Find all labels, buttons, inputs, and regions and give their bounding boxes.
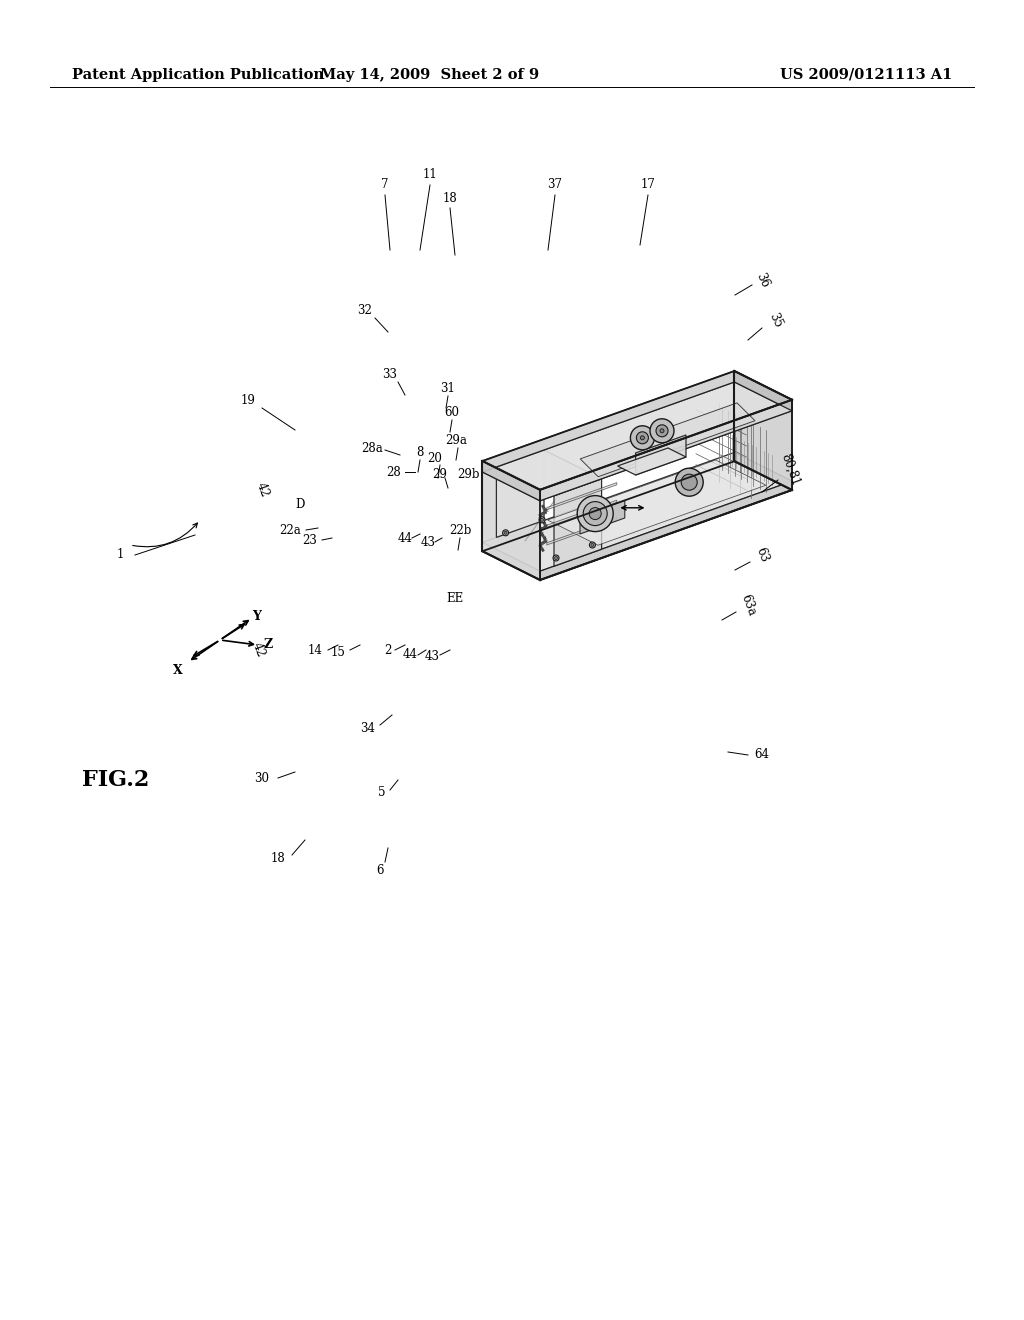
Text: 29: 29 <box>432 469 447 482</box>
Text: 44: 44 <box>402 648 418 661</box>
Circle shape <box>650 418 674 442</box>
Text: Z: Z <box>263 639 272 652</box>
Circle shape <box>656 425 668 437</box>
Polygon shape <box>580 500 625 535</box>
Circle shape <box>504 531 507 535</box>
Text: 63: 63 <box>754 545 771 564</box>
Text: 44: 44 <box>397 532 413 544</box>
Text: 29b: 29b <box>457 469 479 482</box>
Text: 17: 17 <box>641 178 655 191</box>
Text: 15: 15 <box>331 645 345 659</box>
Text: 1: 1 <box>117 549 124 561</box>
Text: D: D <box>295 499 305 511</box>
Text: 30: 30 <box>255 771 269 784</box>
Polygon shape <box>547 517 616 545</box>
Circle shape <box>584 502 607 525</box>
Text: 60: 60 <box>444 405 460 418</box>
Circle shape <box>640 436 644 440</box>
Polygon shape <box>540 482 792 579</box>
Text: 14: 14 <box>307 644 323 656</box>
Text: Patent Application Publication: Patent Application Publication <box>72 69 324 82</box>
Polygon shape <box>497 450 602 496</box>
Polygon shape <box>482 371 734 473</box>
Circle shape <box>636 432 648 444</box>
Circle shape <box>675 469 703 496</box>
Polygon shape <box>581 403 755 477</box>
Circle shape <box>591 544 594 546</box>
Polygon shape <box>636 436 686 475</box>
Text: 64: 64 <box>755 748 769 762</box>
Polygon shape <box>482 461 540 579</box>
Circle shape <box>681 474 697 490</box>
Text: 19: 19 <box>241 393 255 407</box>
Polygon shape <box>734 371 792 411</box>
Text: 8: 8 <box>417 446 424 458</box>
Polygon shape <box>734 453 792 490</box>
Text: 42: 42 <box>250 640 266 659</box>
Circle shape <box>590 543 595 548</box>
Text: 43: 43 <box>425 651 439 664</box>
Polygon shape <box>482 461 792 579</box>
Circle shape <box>578 495 613 532</box>
Text: 22b: 22b <box>449 524 471 536</box>
Text: May 14, 2009  Sheet 2 of 9: May 14, 2009 Sheet 2 of 9 <box>321 69 540 82</box>
Text: 6: 6 <box>376 863 384 876</box>
Text: 18: 18 <box>442 191 458 205</box>
Polygon shape <box>497 450 544 537</box>
Text: 28: 28 <box>387 466 401 479</box>
Circle shape <box>539 517 545 523</box>
Text: 36: 36 <box>753 271 771 289</box>
Text: 23: 23 <box>302 533 317 546</box>
Text: 35: 35 <box>766 310 784 330</box>
Text: 22a: 22a <box>280 524 301 536</box>
Polygon shape <box>482 461 540 500</box>
Circle shape <box>503 529 509 536</box>
Polygon shape <box>734 371 792 490</box>
Text: 28a: 28a <box>361 441 383 454</box>
Text: 18: 18 <box>270 851 286 865</box>
Text: 29a: 29a <box>445 433 467 446</box>
Polygon shape <box>482 453 792 572</box>
Text: 42: 42 <box>253 480 270 499</box>
Circle shape <box>660 429 664 433</box>
Text: 33: 33 <box>383 368 397 381</box>
Circle shape <box>555 557 557 560</box>
Polygon shape <box>540 400 792 500</box>
Polygon shape <box>548 459 766 545</box>
Polygon shape <box>554 479 602 566</box>
Polygon shape <box>482 461 792 579</box>
FancyArrowPatch shape <box>133 523 198 546</box>
Polygon shape <box>482 381 792 500</box>
Circle shape <box>589 508 601 520</box>
Text: 43: 43 <box>421 536 435 549</box>
Text: 63a: 63a <box>738 593 758 618</box>
Text: 80,81: 80,81 <box>778 451 802 488</box>
Text: 31: 31 <box>440 381 456 395</box>
Text: 32: 32 <box>357 304 373 317</box>
Circle shape <box>631 426 654 450</box>
Text: 7: 7 <box>381 178 389 191</box>
Text: X: X <box>173 664 183 676</box>
Text: Y: Y <box>253 610 261 623</box>
Polygon shape <box>547 500 616 528</box>
Circle shape <box>553 554 559 561</box>
Text: 2: 2 <box>384 644 392 656</box>
Text: EE: EE <box>446 591 464 605</box>
Text: FIG.2: FIG.2 <box>82 770 150 791</box>
Polygon shape <box>617 447 686 475</box>
Circle shape <box>541 519 544 521</box>
Text: 11: 11 <box>423 169 437 181</box>
Text: 5: 5 <box>378 785 386 799</box>
Polygon shape <box>547 483 616 510</box>
Text: 37: 37 <box>548 178 562 191</box>
Text: 20: 20 <box>428 451 442 465</box>
Text: US 2009/0121113 A1: US 2009/0121113 A1 <box>779 69 952 82</box>
Text: 34: 34 <box>360 722 376 734</box>
